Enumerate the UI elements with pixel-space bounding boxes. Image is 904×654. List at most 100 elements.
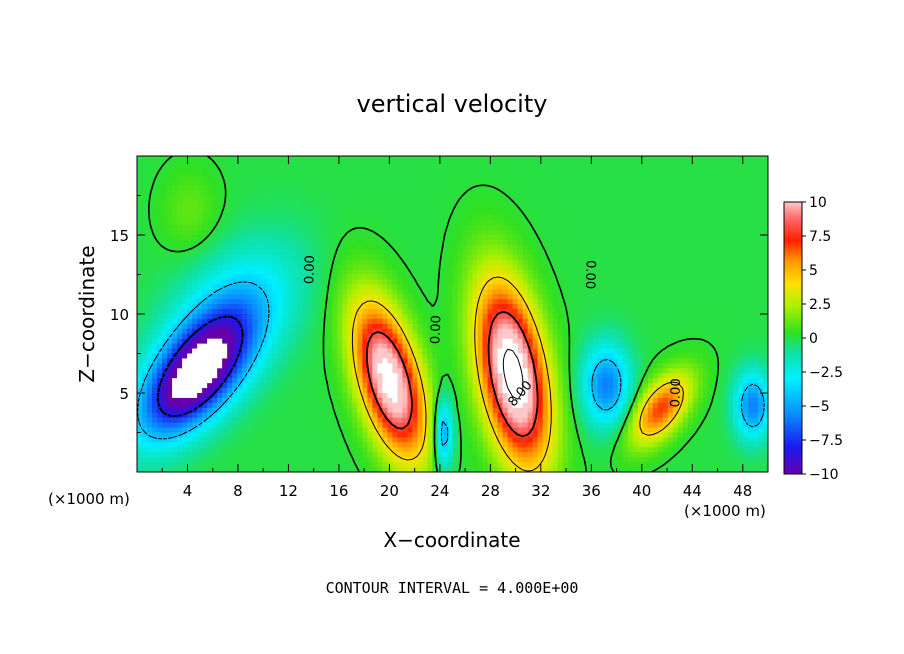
heatmap-cell [462, 328, 469, 335]
heatmap-cell [232, 314, 238, 320]
heatmap-cell [272, 333, 278, 340]
heatmap-cell [747, 318, 754, 325]
heatmap-cell [622, 314, 629, 320]
heatmap-cell [447, 343, 454, 350]
heatmap-cell [367, 343, 373, 350]
heatmap-cell [657, 190, 664, 197]
heatmap-cell [632, 289, 639, 295]
heatmap-cell [477, 269, 484, 276]
heatmap-cell [757, 333, 764, 340]
heatmap-cell [687, 309, 694, 315]
heatmap-cell [382, 244, 388, 251]
heatmap-cell [492, 309, 499, 315]
heatmap-cell [632, 165, 639, 172]
heatmap-cell [287, 244, 293, 251]
heatmap-cell [172, 269, 178, 276]
heatmap-cell [467, 309, 474, 315]
heatmap-cell [367, 294, 373, 300]
heatmap-cell [597, 289, 604, 295]
heatmap-cell [222, 249, 228, 256]
heatmap-cell [322, 294, 328, 300]
heatmap-cell [737, 170, 744, 177]
heatmap-cell [387, 244, 394, 251]
heatmap-cell [512, 230, 519, 236]
heatmap-cell [142, 175, 148, 182]
heatmap-cell [612, 230, 619, 236]
heatmap-cell [272, 235, 278, 241]
heatmap-cell [157, 328, 163, 335]
heatmap-cell [732, 254, 739, 261]
heatmap-cell [607, 195, 614, 202]
heatmap-cell [262, 190, 268, 197]
heatmap-cell [247, 239, 253, 246]
heatmap-cell [157, 200, 163, 206]
heatmap-cell [267, 328, 273, 335]
heatmap-cell [282, 259, 288, 266]
heatmap-cell [587, 304, 594, 310]
heatmap-cell [402, 205, 409, 211]
heatmap-cell [527, 259, 534, 266]
heatmap-cell [177, 333, 183, 340]
heatmap-cell [512, 343, 519, 350]
heatmap-cell [427, 314, 434, 320]
heatmap-cell [522, 348, 529, 355]
heatmap-cell [692, 269, 699, 276]
heatmap-cell [702, 239, 709, 246]
heatmap-cell [247, 225, 253, 231]
heatmap-cell [402, 314, 409, 320]
heatmap-cell [152, 205, 158, 211]
heatmap-cell [727, 284, 734, 290]
heatmap-cell [382, 304, 388, 310]
heatmap-cell [467, 160, 474, 167]
heatmap-cell [452, 165, 459, 172]
heatmap-cell [407, 160, 414, 167]
heatmap-cell [532, 156, 539, 162]
heatmap-cell [512, 239, 519, 246]
heatmap-cell [397, 259, 404, 266]
heatmap-cell [182, 254, 188, 261]
heatmap-cell [527, 249, 534, 256]
heatmap-cell [627, 294, 634, 300]
heatmap-cell [627, 259, 634, 266]
heatmap-cell [162, 284, 168, 290]
heatmap-cell [392, 190, 399, 197]
heatmap-cell [182, 264, 188, 271]
heatmap-cell [317, 289, 323, 295]
heatmap-cell [577, 190, 584, 197]
heatmap-cell [662, 254, 669, 261]
heatmap-cell [577, 200, 584, 206]
heatmap-cell [137, 215, 143, 221]
heatmap-cell [537, 314, 544, 320]
heatmap-cell [322, 205, 328, 211]
heatmap-cell [627, 220, 634, 226]
heatmap-cell [487, 239, 494, 246]
heatmap-cell [472, 215, 479, 221]
heatmap-cell [292, 274, 298, 281]
heatmap-cell [537, 235, 544, 241]
heatmap-cell [697, 318, 704, 325]
heatmap-cell [437, 195, 444, 202]
heatmap-cell [352, 244, 358, 251]
heatmap-cell [257, 190, 263, 197]
heatmap-cell [217, 279, 223, 285]
heatmap-cell [707, 205, 714, 211]
heatmap-cell [612, 180, 619, 187]
heatmap-cell [537, 244, 544, 251]
heatmap-cell [592, 343, 599, 350]
heatmap-cell [707, 225, 714, 231]
heatmap-cell [682, 274, 689, 281]
heatmap-cell [727, 259, 734, 266]
heatmap-cell [297, 294, 303, 300]
heatmap-cell [712, 318, 719, 325]
heatmap-cell [147, 165, 153, 172]
heatmap-cell [307, 259, 313, 266]
heatmap-cell [202, 289, 208, 295]
heatmap-cell [162, 180, 168, 187]
heatmap-cell [192, 215, 198, 221]
heatmap-cell [407, 274, 414, 281]
heatmap-cell [197, 348, 203, 355]
heatmap-cell [232, 215, 238, 221]
heatmap-cell [687, 323, 694, 330]
heatmap-cell [487, 165, 494, 172]
heatmap-cell [662, 318, 669, 325]
